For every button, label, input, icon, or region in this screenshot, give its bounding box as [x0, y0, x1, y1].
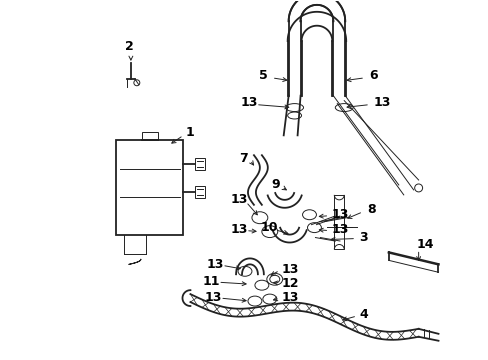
Text: 11: 11 — [202, 275, 220, 288]
Text: 7: 7 — [239, 152, 247, 165]
Text: 2: 2 — [124, 40, 133, 53]
Text: 12: 12 — [281, 277, 299, 290]
Text: 6: 6 — [368, 69, 377, 82]
Text: 9: 9 — [270, 179, 279, 192]
Bar — [195, 158, 205, 170]
Text: 3: 3 — [358, 231, 367, 244]
Text: 5: 5 — [259, 69, 267, 82]
Text: 13: 13 — [204, 291, 222, 303]
Text: 13: 13 — [230, 223, 247, 236]
Text: 13: 13 — [331, 208, 348, 221]
Text: 4: 4 — [358, 309, 367, 321]
Bar — [116, 140, 183, 235]
Bar — [195, 186, 205, 198]
Text: 13: 13 — [281, 291, 299, 303]
Text: 10: 10 — [260, 221, 277, 234]
Text: 8: 8 — [366, 203, 375, 216]
Text: 1: 1 — [185, 126, 194, 139]
Text: 13: 13 — [331, 223, 348, 236]
Text: 13: 13 — [230, 193, 247, 206]
Bar — [142, 132, 157, 140]
Text: 14: 14 — [416, 238, 433, 251]
Text: 13: 13 — [281, 263, 299, 276]
Bar — [334, 195, 344, 249]
Text: 13: 13 — [373, 96, 390, 109]
Text: 13: 13 — [206, 258, 224, 271]
Text: 13: 13 — [240, 96, 257, 109]
